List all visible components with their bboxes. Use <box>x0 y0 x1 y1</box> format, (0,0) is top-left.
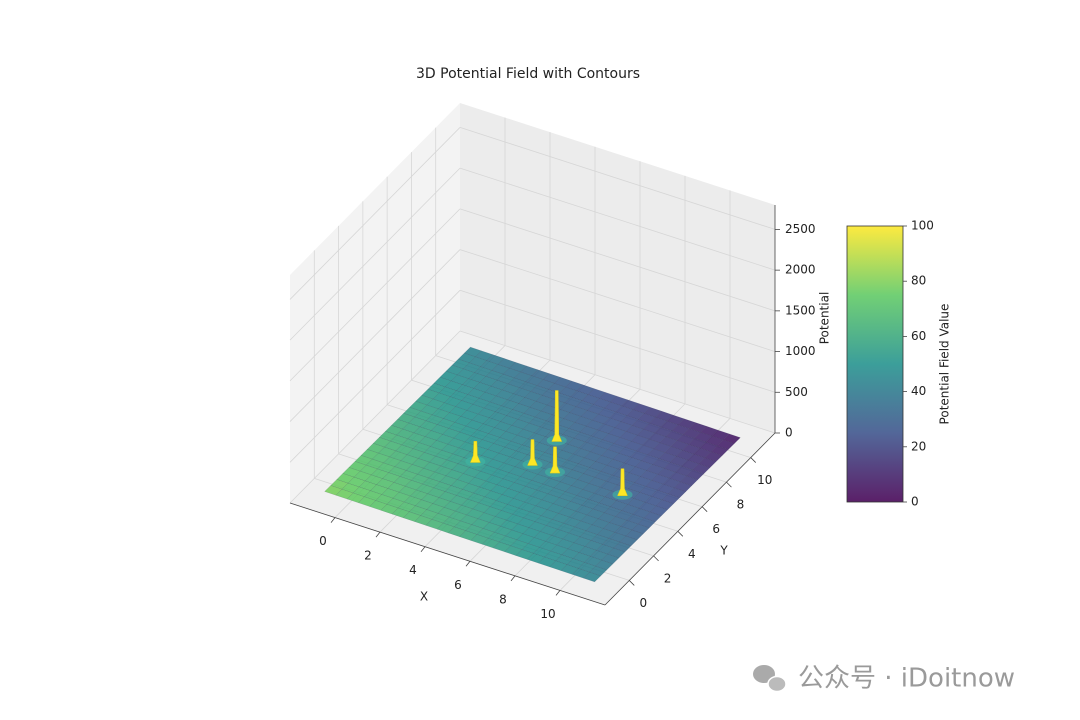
grid-line <box>289 208 461 382</box>
grid-line <box>289 249 461 422</box>
y-tick <box>677 531 684 537</box>
surface-cell <box>674 481 693 492</box>
surface-cell <box>625 529 644 541</box>
peak <box>617 468 628 496</box>
left-pane <box>290 103 460 503</box>
watermark: 公众号 · iDoitnow <box>753 664 1015 694</box>
surface-cell <box>595 559 614 571</box>
y-tick-label: 10 <box>757 473 772 487</box>
grid-line <box>459 289 776 393</box>
grid-line <box>289 330 461 504</box>
x-tick-label: 10 <box>540 607 555 621</box>
y-axis <box>604 432 776 606</box>
y-tick <box>701 506 708 512</box>
x-tick <box>330 517 336 523</box>
grid-line <box>289 290 461 463</box>
y-tick <box>750 457 756 463</box>
colorbar-tick-label: 20 <box>911 439 926 453</box>
back-pane <box>460 103 775 433</box>
colorbar-tick-label: 100 <box>911 219 934 233</box>
y-tick-label: 8 <box>737 498 745 512</box>
grid-line <box>289 167 461 341</box>
y-tick-label: 6 <box>712 522 720 536</box>
peak <box>549 446 561 474</box>
x-tick-label: 4 <box>409 563 417 577</box>
colorbar-label: Potential Field Value <box>938 304 952 425</box>
y-tick-label: 4 <box>688 547 696 561</box>
x-tick <box>555 590 561 596</box>
peak <box>527 439 538 466</box>
colorbar-tick-label: 0 <box>911 495 919 509</box>
z-tick-label: 1000 <box>785 344 816 358</box>
grid-line <box>459 249 776 352</box>
x-tick <box>375 531 381 538</box>
y-axis-label: Y <box>719 544 728 558</box>
grid-line <box>289 127 461 300</box>
y-tick-label: 2 <box>664 571 672 585</box>
z-tick-label: 2500 <box>785 222 816 236</box>
watermark-text: 公众号 · iDoitnow <box>798 664 1015 694</box>
peak <box>469 441 481 463</box>
z-tick-label: 1500 <box>785 303 816 317</box>
x-axis <box>289 502 606 606</box>
surface-cell <box>698 457 717 468</box>
surface-cell <box>631 523 650 535</box>
z-tick-label: 0 <box>785 426 793 440</box>
z-axis-label: Potential <box>818 292 832 345</box>
colorbar-tick-label: 60 <box>911 329 926 343</box>
y-tick <box>726 481 732 488</box>
surface-cell <box>668 487 687 498</box>
z-tick-label: 500 <box>785 385 808 399</box>
x-axis-label: X <box>420 590 428 604</box>
y-tick-label: 0 <box>639 596 647 610</box>
colorbar <box>846 225 904 503</box>
grid-line <box>459 127 776 230</box>
grid-line <box>459 167 776 271</box>
y-tick <box>629 580 635 586</box>
z-tick-label: 2000 <box>785 263 816 277</box>
y-tick <box>653 555 659 562</box>
x-tick <box>510 575 516 582</box>
x-tick <box>465 561 471 567</box>
grid-line <box>459 330 776 434</box>
grid-line <box>459 208 776 312</box>
x-tick <box>420 546 426 552</box>
x-tick-label: 8 <box>499 592 507 606</box>
x-tick-label: 2 <box>364 549 372 563</box>
surface-cell <box>722 433 741 444</box>
colorbar-tick-label: 40 <box>911 384 926 398</box>
x-tick-label: 6 <box>454 578 462 592</box>
x-tick-label: 0 <box>319 534 327 548</box>
surface-cell <box>583 571 602 583</box>
surface-cell <box>710 445 729 456</box>
plot-area: 0246810024681005001000150020002500XYPote… <box>289 103 952 621</box>
colorbar-tick-label: 80 <box>911 274 926 288</box>
surface-cell <box>589 565 608 577</box>
peak <box>551 390 563 442</box>
chart-title: 3D Potential Field with Contours <box>416 66 640 82</box>
